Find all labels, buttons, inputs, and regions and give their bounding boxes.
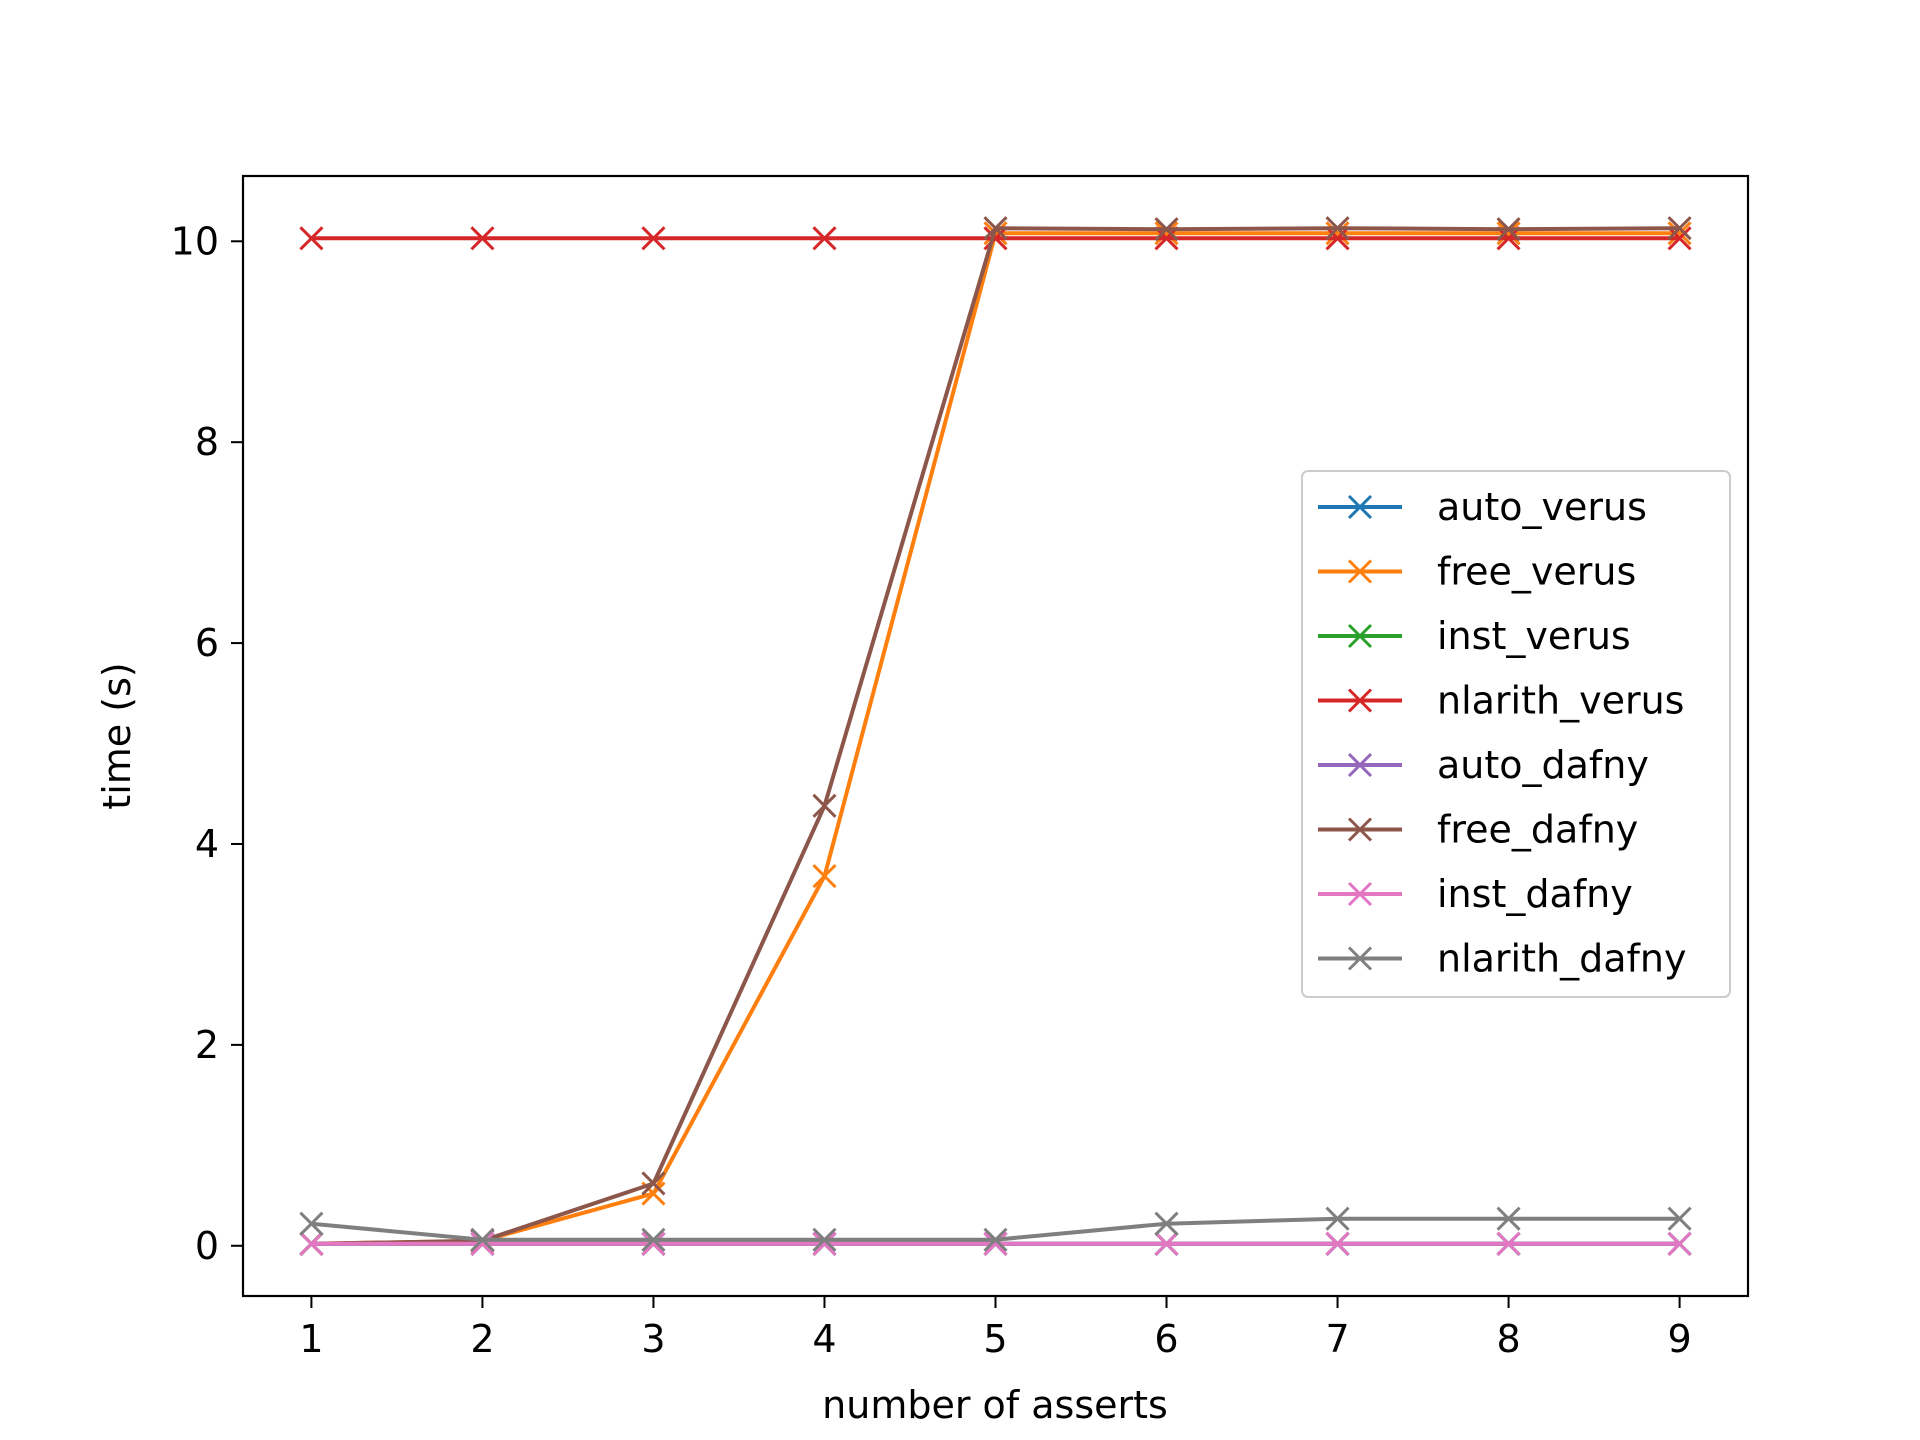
x-tick-label: 6 [1154, 1317, 1178, 1361]
legend-item: inst_dafny [1318, 872, 1633, 916]
data-point [1325, 1231, 1350, 1256]
legend-item: auto_verus [1318, 485, 1647, 529]
data-point [983, 216, 1008, 241]
legend-label: nlarith_verus [1437, 679, 1684, 723]
data-point [641, 1171, 666, 1196]
y-axis-label: time (s) [95, 662, 139, 809]
legend-item: nlarith_verus [1318, 679, 1684, 723]
legend-box [1301, 470, 1731, 998]
x-tick-label: 3 [641, 1317, 665, 1361]
data-point [1325, 216, 1350, 241]
data-point [299, 1231, 324, 1256]
data-point [1496, 217, 1521, 242]
data-point [983, 226, 1008, 251]
y-axis: 0 2 4 6 8 10 [171, 219, 243, 1268]
data-point [299, 226, 324, 251]
x-tick-label: 1 [299, 1317, 323, 1361]
legend-label: nlarith_dafny [1437, 937, 1686, 981]
legend-marker [1347, 817, 1373, 842]
data-point [983, 1227, 1008, 1252]
series-nlarith_dafny [299, 1206, 1692, 1252]
legend-label: free_verus [1437, 550, 1636, 594]
legend-marker [1347, 946, 1373, 971]
data-point [1667, 226, 1692, 251]
x-tick-label: 2 [470, 1317, 494, 1361]
data-point [1667, 216, 1692, 241]
legend-marker [1347, 881, 1373, 907]
data-point [1325, 226, 1350, 251]
data-point [812, 864, 837, 889]
series-inst_dafny [299, 1231, 1692, 1256]
legend-item: auto_dafny [1318, 743, 1649, 787]
x-tick-label: 7 [1325, 1317, 1349, 1361]
x-tick-label: 5 [983, 1317, 1007, 1361]
legend-item: free_dafny [1318, 808, 1638, 852]
plot-area [299, 216, 1692, 1256]
data-point [1667, 1206, 1692, 1231]
legend-item: nlarith_dafny [1318, 937, 1686, 981]
x-axis-label: number of asserts [822, 1383, 1168, 1427]
data-point [1496, 1206, 1521, 1231]
legend-marker [1347, 559, 1373, 584]
y-tick-label: 6 [195, 621, 219, 665]
data-point [1325, 1206, 1350, 1231]
data-point [812, 1231, 837, 1256]
data-point [1496, 1231, 1521, 1256]
x-tick-label: 4 [812, 1317, 836, 1361]
y-tick-label: 4 [195, 822, 219, 866]
data-point [1325, 221, 1350, 246]
data-point [641, 1231, 666, 1256]
x-axis: 1 2 3 4 5 6 7 8 9 [299, 1296, 1692, 1361]
legend-label: auto_dafny [1437, 743, 1649, 787]
data-point [1667, 221, 1692, 246]
legend-item: inst_verus [1318, 614, 1631, 658]
legend-marker [1347, 494, 1373, 520]
data-point [983, 1231, 1008, 1256]
legend-label: inst_verus [1437, 614, 1631, 658]
data-point [812, 1227, 837, 1252]
legend-marker [1347, 623, 1373, 649]
data-point [641, 1227, 666, 1252]
data-point [1154, 1211, 1179, 1236]
data-point [299, 1211, 324, 1236]
data-point [1154, 1231, 1179, 1256]
legend-marker [1347, 688, 1373, 713]
legend-label: auto_verus [1437, 485, 1647, 529]
legend-label: free_dafny [1437, 808, 1638, 852]
y-tick-label: 0 [195, 1224, 219, 1268]
data-point [1667, 1231, 1692, 1256]
legend-item: free_verus [1318, 550, 1636, 594]
data-point [641, 226, 666, 251]
legend-marker [1347, 752, 1373, 778]
y-tick-label: 8 [195, 420, 219, 464]
data-point [470, 226, 495, 251]
data-point [1496, 221, 1521, 246]
y-tick-label: 10 [171, 219, 219, 263]
data-point [1154, 217, 1179, 242]
x-tick-label: 9 [1667, 1317, 1691, 1361]
data-point [470, 1231, 495, 1256]
y-tick-label: 2 [195, 1023, 219, 1067]
x-tick-label: 8 [1496, 1317, 1520, 1361]
legend-label: inst_dafny [1437, 872, 1633, 916]
data-point [470, 1227, 495, 1252]
data-point [812, 226, 837, 251]
data-point [812, 793, 837, 818]
data-point [1154, 221, 1179, 246]
legend: auto_verus free_verus inst_verus nlarith_ve… [1301, 470, 1731, 998]
